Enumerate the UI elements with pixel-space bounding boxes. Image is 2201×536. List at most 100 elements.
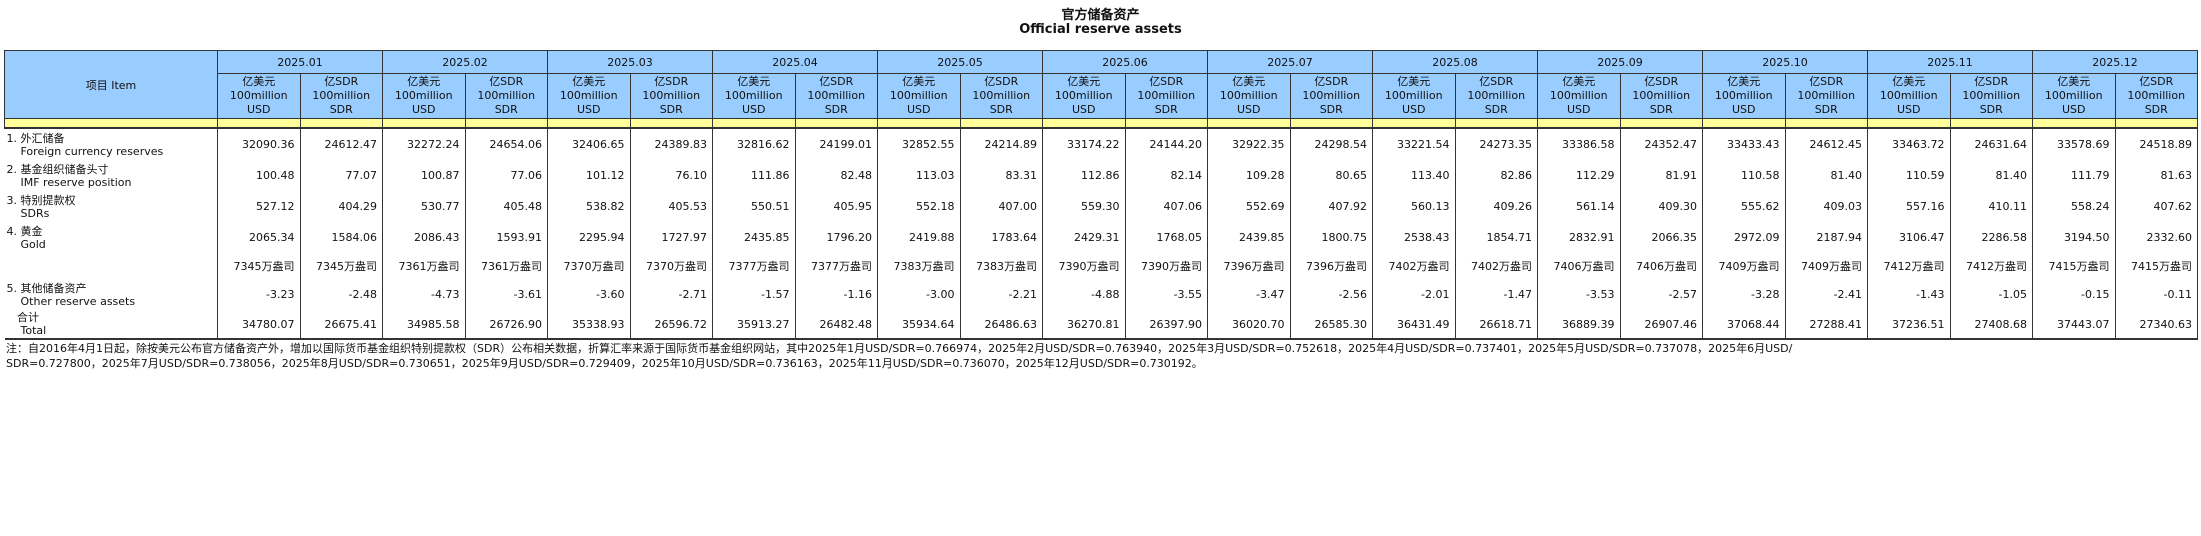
item-label-en: Foreign currency reserves bbox=[20, 144, 164, 158]
value-cell: -3.47 bbox=[1207, 279, 1291, 310]
item-label-cn: 3. 特别提款权 bbox=[6, 193, 76, 207]
value-cell: -1.57 bbox=[712, 279, 796, 310]
value-cell: 2832.91 bbox=[1537, 222, 1621, 253]
value-cell: -2.01 bbox=[1372, 279, 1456, 310]
unit-label: 亿SDR bbox=[1479, 75, 1514, 88]
unit-label: 亿美元 bbox=[242, 75, 276, 88]
unit-label: 100million bbox=[1054, 89, 1113, 102]
unit-label: 亿美元 bbox=[902, 75, 936, 88]
separator-cell bbox=[1702, 118, 1786, 129]
value-cell: 7406万盎司 bbox=[1537, 253, 1621, 279]
item-label-en: SDRs bbox=[20, 206, 50, 220]
value-cell: 112.29 bbox=[1537, 160, 1621, 191]
value-cell: 82.14 bbox=[1124, 160, 1208, 191]
value-cell: 7412万盎司 bbox=[1949, 253, 2033, 279]
value-cell: 113.03 bbox=[877, 160, 961, 191]
value-cell: 24144.20 bbox=[1124, 128, 1208, 160]
value-cell: 409.03 bbox=[1784, 191, 1868, 222]
unit-header-sdr: 亿SDR 100million SDR bbox=[794, 73, 878, 119]
month-header: 2025.02 bbox=[382, 50, 548, 74]
unit-header-usd: 亿美元 100million USD bbox=[2032, 73, 2116, 119]
unit-label: 亿美元 bbox=[407, 75, 441, 88]
value-cell: -4.88 bbox=[1042, 279, 1126, 310]
value-cell: 113.40 bbox=[1372, 160, 1456, 191]
separator-cell bbox=[299, 118, 383, 129]
value-cell: 3194.50 bbox=[2032, 222, 2116, 253]
unit-label: USD bbox=[246, 103, 271, 116]
unit-label: 100million bbox=[642, 89, 701, 102]
value-cell: 37443.07 bbox=[2032, 310, 2116, 340]
value-cell: 33433.43 bbox=[1702, 128, 1786, 160]
value-cell: 7345万盎司 bbox=[217, 253, 301, 279]
unit-label: 亿SDR bbox=[819, 75, 854, 88]
unit-header-sdr: 亿SDR 100million SDR bbox=[299, 73, 383, 119]
value-cell: -4.73 bbox=[382, 279, 466, 310]
value-cell: 2435.85 bbox=[712, 222, 796, 253]
item-label-en: Gold bbox=[20, 237, 46, 251]
footnote-line: SDR=0.727800，2025年7月USD/SDR=0.738056，202… bbox=[6, 356, 1203, 370]
value-cell: 3106.47 bbox=[1867, 222, 1951, 253]
unit-label: 100million bbox=[1467, 89, 1526, 102]
item-label: 1. 外汇储备 Foreign currency reserves bbox=[4, 128, 218, 160]
value-cell: 24273.35 bbox=[1454, 128, 1538, 160]
value-cell: 33174.22 bbox=[1042, 128, 1126, 160]
footnote: 注：自2016年4月1日起，除按美元公布官方储备资产外，增加以国际货币基金组织特… bbox=[6, 342, 2186, 371]
value-cell: 2187.94 bbox=[1784, 222, 1868, 253]
value-cell: 1727.97 bbox=[629, 222, 713, 253]
unit-label: 亿美元 bbox=[1562, 75, 1596, 88]
unit-label: 亿美元 bbox=[737, 75, 771, 88]
value-cell: 1584.06 bbox=[299, 222, 383, 253]
value-cell: 35338.93 bbox=[547, 310, 631, 340]
month-header-row: 项目 Item 2025.01 2025.02 2025.03 2025.04 2025… bbox=[4, 50, 2198, 119]
value-cell: 7383万盎司 bbox=[959, 253, 1043, 279]
month-header: 2025.09 bbox=[1537, 50, 1703, 74]
separator-cell bbox=[1537, 118, 1621, 129]
value-cell: 1593.91 bbox=[464, 222, 548, 253]
unit-header-sdr: 亿SDR 100million SDR bbox=[464, 73, 548, 119]
value-cell: 26726.90 bbox=[464, 310, 548, 340]
item-label-en: Total bbox=[20, 324, 47, 337]
value-cell: 81.63 bbox=[2114, 160, 2198, 191]
value-cell: 26675.41 bbox=[299, 310, 383, 340]
unit-label: 亿美元 bbox=[2057, 75, 2091, 88]
unit-label: SDR bbox=[1154, 103, 1178, 116]
value-cell: 32922.35 bbox=[1207, 128, 1291, 160]
separator-cell bbox=[1619, 118, 1703, 129]
value-cell: 24654.06 bbox=[464, 128, 548, 160]
unit-label: 亿SDR bbox=[984, 75, 1019, 88]
unit-header-usd: 亿美元 100million USD bbox=[382, 73, 466, 119]
unit-label: USD bbox=[1566, 103, 1591, 116]
value-cell: 24214.89 bbox=[959, 128, 1043, 160]
value-cell: 7409万盎司 bbox=[1702, 253, 1786, 279]
value-cell: 27408.68 bbox=[1949, 310, 2033, 340]
value-cell: 36270.81 bbox=[1042, 310, 1126, 340]
value-cell: 24631.64 bbox=[1949, 128, 2033, 160]
table-row: 5. 其他储备资产 Other reserve assets -3.23 -2.48-… bbox=[4, 279, 2198, 310]
value-cell: 32272.24 bbox=[382, 128, 466, 160]
value-cell: 555.62 bbox=[1702, 191, 1786, 222]
table-row: 2. 基金组织储备头寸 IMF reserve position 100.48 77.… bbox=[4, 160, 2198, 191]
value-cell: 110.58 bbox=[1702, 160, 1786, 191]
unit-label: 亿SDR bbox=[324, 75, 359, 88]
item-label-en: IMF reserve position bbox=[20, 175, 132, 189]
unit-label: 100million bbox=[1302, 89, 1361, 102]
value-cell: 32852.55 bbox=[877, 128, 961, 160]
item-label-cn: 2. 基金组织储备头寸 bbox=[6, 162, 109, 176]
separator-cell bbox=[1867, 118, 1951, 129]
unit-label: USD bbox=[1236, 103, 1261, 116]
value-cell: 530.77 bbox=[382, 191, 466, 222]
unit-label: USD bbox=[1071, 103, 1096, 116]
value-cell: 82.86 bbox=[1454, 160, 1538, 191]
unit-label: SDR bbox=[989, 103, 1013, 116]
value-cell: 405.95 bbox=[794, 191, 878, 222]
value-cell: 2972.09 bbox=[1702, 222, 1786, 253]
unit-label: 亿美元 bbox=[1397, 75, 1431, 88]
unit-label: USD bbox=[2061, 103, 2086, 116]
unit-label: SDR bbox=[1979, 103, 2003, 116]
separator-cell bbox=[1124, 118, 1208, 129]
separator-cell bbox=[2114, 118, 2198, 129]
value-cell: 561.14 bbox=[1537, 191, 1621, 222]
value-cell: 26486.63 bbox=[959, 310, 1043, 340]
item-column-header: 项目 Item bbox=[4, 50, 218, 119]
value-cell: 35913.27 bbox=[712, 310, 796, 340]
